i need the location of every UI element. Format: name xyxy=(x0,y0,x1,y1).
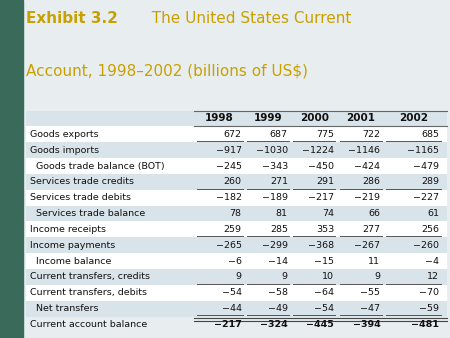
Text: 2001: 2001 xyxy=(346,114,375,123)
Text: Goods imports: Goods imports xyxy=(30,146,99,155)
Text: Services trade credits: Services trade credits xyxy=(30,177,134,186)
Text: Current account balance: Current account balance xyxy=(30,320,148,329)
Text: −47: −47 xyxy=(360,304,380,313)
Text: −217: −217 xyxy=(214,320,242,329)
Text: 11: 11 xyxy=(369,257,380,266)
Text: 289: 289 xyxy=(421,177,439,186)
Text: 722: 722 xyxy=(362,130,380,139)
Text: Net transfers: Net transfers xyxy=(30,304,99,313)
Text: 2000: 2000 xyxy=(300,114,329,123)
Text: 12: 12 xyxy=(428,272,439,282)
Text: −15: −15 xyxy=(314,257,334,266)
Text: 685: 685 xyxy=(421,130,439,139)
Bar xyxy=(26,190,447,206)
Text: 277: 277 xyxy=(362,225,380,234)
Text: 286: 286 xyxy=(362,177,380,186)
Text: −450: −450 xyxy=(308,162,334,170)
Text: −1030: −1030 xyxy=(256,146,288,155)
Text: −324: −324 xyxy=(260,320,288,329)
Text: −4: −4 xyxy=(425,257,439,266)
Text: 687: 687 xyxy=(270,130,288,139)
Text: 672: 672 xyxy=(224,130,242,139)
Text: −217: −217 xyxy=(308,193,334,202)
Text: −182: −182 xyxy=(216,193,242,202)
Text: 74: 74 xyxy=(322,209,334,218)
Text: Income balance: Income balance xyxy=(30,257,112,266)
Bar xyxy=(26,221,447,237)
Bar xyxy=(26,237,447,253)
Text: −479: −479 xyxy=(413,162,439,170)
Text: −58: −58 xyxy=(268,288,288,297)
Text: −44: −44 xyxy=(221,304,242,313)
Text: The United States Current: The United States Current xyxy=(142,11,351,26)
Text: 291: 291 xyxy=(316,177,334,186)
Bar xyxy=(26,269,447,285)
Text: 9: 9 xyxy=(374,272,380,282)
Text: 9: 9 xyxy=(235,272,242,282)
Text: −1224: −1224 xyxy=(302,146,334,155)
Bar xyxy=(26,301,447,317)
Text: Services trade debits: Services trade debits xyxy=(30,193,131,202)
Text: Current transfers, credits: Current transfers, credits xyxy=(30,272,150,282)
Text: 259: 259 xyxy=(224,225,242,234)
Text: −219: −219 xyxy=(354,193,380,202)
Text: −189: −189 xyxy=(262,193,288,202)
Text: −70: −70 xyxy=(419,288,439,297)
Text: −14: −14 xyxy=(268,257,288,266)
Text: Goods trade balance (BOT): Goods trade balance (BOT) xyxy=(30,162,165,170)
Text: Services trade balance: Services trade balance xyxy=(30,209,145,218)
Text: 271: 271 xyxy=(270,177,288,186)
Text: −267: −267 xyxy=(354,241,380,250)
Text: 81: 81 xyxy=(276,209,288,218)
Text: −343: −343 xyxy=(261,162,288,170)
Text: −445: −445 xyxy=(306,320,334,329)
Text: 353: 353 xyxy=(316,225,334,234)
Text: Goods exports: Goods exports xyxy=(30,130,99,139)
Text: −59: −59 xyxy=(419,304,439,313)
Text: −265: −265 xyxy=(216,241,242,250)
Text: −917: −917 xyxy=(216,146,242,155)
Text: −227: −227 xyxy=(413,193,439,202)
Text: −394: −394 xyxy=(353,320,380,329)
Bar xyxy=(26,142,447,158)
Bar xyxy=(26,126,447,142)
Bar xyxy=(26,158,447,174)
Text: −299: −299 xyxy=(262,241,288,250)
Text: −245: −245 xyxy=(216,162,242,170)
Text: 256: 256 xyxy=(421,225,439,234)
Text: 61: 61 xyxy=(428,209,439,218)
Text: −6: −6 xyxy=(228,257,242,266)
Bar xyxy=(26,253,447,269)
Text: −368: −368 xyxy=(308,241,334,250)
Text: 2002: 2002 xyxy=(399,114,427,123)
Text: −424: −424 xyxy=(354,162,380,170)
Bar xyxy=(26,111,447,126)
Text: 285: 285 xyxy=(270,225,288,234)
Bar xyxy=(26,206,447,221)
Text: Exhibit 3.2: Exhibit 3.2 xyxy=(26,11,118,26)
Text: −55: −55 xyxy=(360,288,380,297)
Text: −1146: −1146 xyxy=(348,146,380,155)
Text: −49: −49 xyxy=(268,304,288,313)
Text: Income receipts: Income receipts xyxy=(30,225,106,234)
Text: 78: 78 xyxy=(230,209,242,218)
Text: −260: −260 xyxy=(413,241,439,250)
Text: 9: 9 xyxy=(282,272,288,282)
Text: Income payments: Income payments xyxy=(30,241,116,250)
Text: −64: −64 xyxy=(314,288,334,297)
Text: 66: 66 xyxy=(369,209,380,218)
Text: 10: 10 xyxy=(322,272,334,282)
Text: −54: −54 xyxy=(221,288,242,297)
Text: −1165: −1165 xyxy=(407,146,439,155)
Text: −481: −481 xyxy=(411,320,439,329)
Text: −54: −54 xyxy=(314,304,334,313)
Text: 1999: 1999 xyxy=(254,114,282,123)
Text: 1998: 1998 xyxy=(205,114,234,123)
Bar xyxy=(26,174,447,190)
Text: 260: 260 xyxy=(224,177,242,186)
Text: Account, 1998–2002 (billions of US$): Account, 1998–2002 (billions of US$) xyxy=(26,64,308,78)
Bar xyxy=(26,285,447,301)
Text: 775: 775 xyxy=(316,130,334,139)
Text: Current transfers, debits: Current transfers, debits xyxy=(30,288,147,297)
